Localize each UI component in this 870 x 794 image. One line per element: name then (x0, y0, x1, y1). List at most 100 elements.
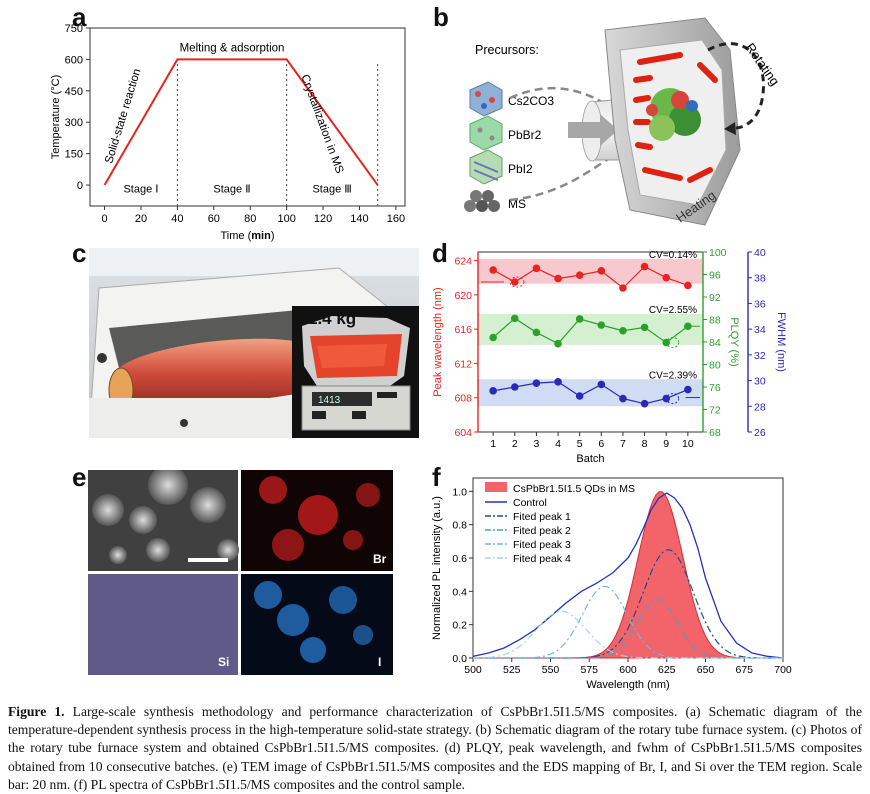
panel-label-b: b (433, 2, 449, 32)
x-tick-label: 4 (555, 438, 561, 450)
annotation-crystallization: Crystallization in MS (298, 73, 345, 175)
x-tick-label: 575 (580, 664, 598, 676)
data-point (489, 387, 497, 395)
x-tick-label: 8 (642, 438, 648, 450)
y-tick-label: 150 (65, 149, 83, 161)
feed-arrow (509, 86, 603, 104)
precursor-label-pbi2: PbI2 (508, 162, 533, 176)
data-point (510, 278, 519, 286)
fwhm-y-tick-label: 40 (754, 247, 766, 259)
data-point (597, 380, 606, 389)
x-tick-label: 80 (244, 213, 256, 225)
plqy-y-tick-label: 76 (709, 382, 721, 394)
x-tick-label: 120 (314, 213, 332, 225)
legend-label: CsPbBr1.5I1.5 QDs in MS (513, 483, 635, 495)
temperature-line (103, 58, 379, 186)
plqy-y-tick-label: 72 (709, 405, 721, 417)
plot-frame (89, 27, 406, 207)
x-axis-label: Time (min) (221, 230, 275, 242)
highlight-circle (666, 337, 680, 349)
caption-figure-number: Figure 1. (8, 704, 65, 719)
x-axis-label: Wavelength (nm) (586, 679, 669, 691)
y-tick-label: 300 (65, 117, 83, 129)
left-y-tick-label: 620 (454, 290, 472, 302)
data-point (554, 339, 562, 348)
highlight-circle (509, 276, 525, 288)
plqy-y-tick-label: 80 (709, 360, 721, 372)
y-tick-label: 0.4 (452, 586, 467, 598)
x-tick-label: 9 (663, 438, 669, 450)
precursors-title: Precursors: (475, 43, 539, 57)
data-point (640, 262, 649, 271)
cv-label: CV=2.55% (649, 305, 697, 316)
legend-label: Control (513, 497, 547, 509)
pbi2-crystal-icon (469, 149, 503, 185)
caption-text: Large-scale synthesis methodology and pe… (8, 704, 862, 792)
stage-label: Stage Ⅲ (312, 183, 351, 195)
heating-coil-icon (633, 52, 718, 183)
product-on-scale-photo: 1413 (292, 306, 419, 438)
x-tick-label: 3 (533, 438, 539, 450)
data-point (619, 394, 627, 403)
si-eds-map: Si (88, 574, 238, 675)
data-point (640, 323, 649, 332)
data-point (575, 392, 584, 400)
fwhm-y-tick-label: 26 (754, 427, 766, 439)
feed-arrow (509, 156, 611, 202)
data-point (619, 326, 627, 335)
y-tick-label: 0.2 (452, 620, 467, 632)
x-tick-label: 500 (464, 664, 482, 676)
eds-label-si: Si (218, 655, 229, 669)
plqy-y-tick-label: 92 (709, 292, 721, 304)
data-point (489, 333, 497, 342)
x-tick-label: 525 (503, 664, 521, 676)
rotation-arrow-icon (707, 42, 765, 130)
x-tick-label: 625 (658, 664, 676, 676)
legend-label: Fited peak 2 (513, 525, 571, 537)
x-tick-label: 2 (512, 438, 518, 450)
data-point (532, 379, 541, 387)
data-point (532, 328, 541, 337)
left-y-tick-label: 604 (454, 427, 472, 439)
product-weight-label: 1.4 kg (308, 309, 357, 328)
left-y-axis-label: Peak wavelength (nm) (432, 287, 444, 396)
legend-label: Fited peak 1 (513, 511, 571, 523)
data-point (532, 264, 541, 273)
y-tick-label: 0.8 (452, 520, 467, 532)
y-tick-label: 750 (65, 23, 83, 35)
x-tick-label: 675 (735, 664, 753, 676)
panel-label-c: c (72, 238, 87, 268)
panel-label-e: e (72, 462, 87, 492)
series-line (492, 317, 689, 345)
tem-image (88, 470, 239, 571)
rotary-furnace-schematic: Precursors: Cs2CO3 PbBr2 PbI2 MS Rotatin… (464, 17, 783, 226)
series-line (493, 381, 689, 405)
data-point (662, 273, 671, 282)
legend-label: Fited peak 3 (513, 539, 571, 551)
y-tick-label: 600 (65, 54, 83, 66)
feed-direction-arrow (568, 114, 618, 146)
fitted-peak-line (472, 610, 783, 659)
data-point (597, 321, 606, 329)
data-point (597, 267, 606, 275)
pl-spectra-chart: 500 525 550 575 600 625 650 675 700 0.0 0.2 0.4 0.6 0… (431, 477, 792, 691)
x-tick-label: 700 (774, 664, 792, 676)
fwhm-y-tick-label: 30 (754, 376, 766, 388)
i-eds-map: I (241, 574, 393, 675)
cv-label: CV=2.39% (649, 370, 697, 381)
x-tick-label: 60 (208, 213, 220, 225)
scale-display-reading: 1413 (318, 395, 341, 406)
x-tick-label: 20 (135, 213, 147, 225)
x-tick-label: 40 (171, 213, 183, 225)
x-tick-label: 6 (598, 438, 604, 450)
br-eds-map: Br (241, 470, 393, 571)
temperature-profile-chart: 0 20 40 60 80 100 120 140 160 0 150 300 450 600 750 Mel… (50, 23, 406, 242)
y-axis-label: Normalized PL intensity (a.u.) (431, 496, 443, 640)
panel-label-d: d (432, 238, 448, 268)
x-tick-label: 650 (697, 664, 715, 676)
stage-label: Stage Ⅱ (213, 183, 250, 195)
data-point (575, 271, 584, 279)
data-point (554, 378, 562, 386)
left-y-tick-label: 608 (454, 393, 472, 405)
fwhm-y-tick-label: 32 (754, 350, 766, 362)
